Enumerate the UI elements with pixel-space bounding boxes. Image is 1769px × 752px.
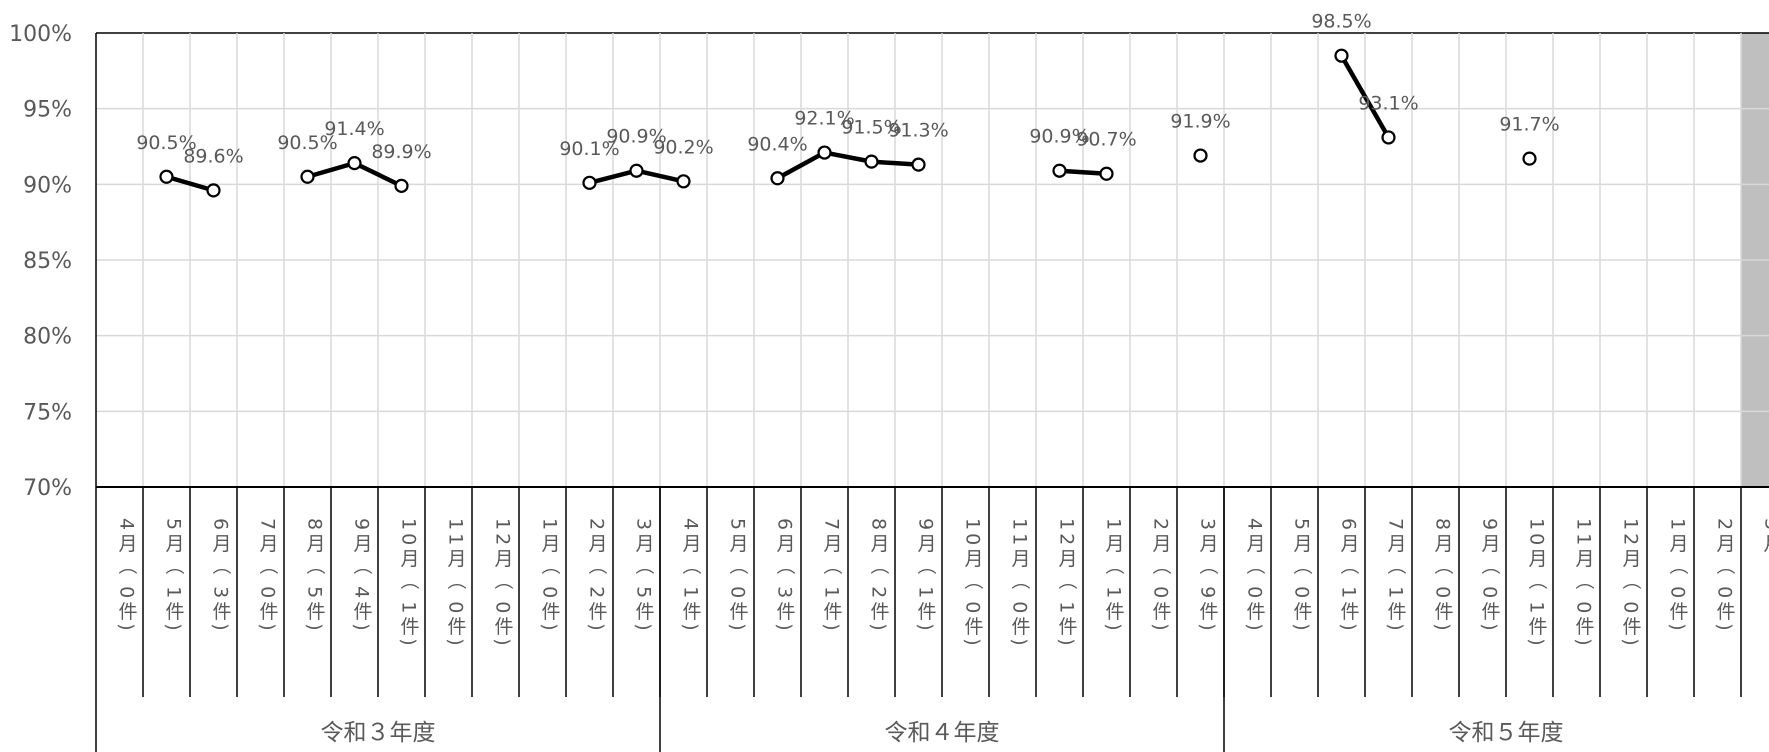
data-point: [629, 163, 644, 178]
category-label: 11月（ 0件): [1009, 518, 1031, 649]
data-label: 90.1%: [559, 138, 619, 160]
data-point: [1193, 148, 1208, 163]
data-point: [582, 175, 597, 190]
category-label: 4月（ 0件): [116, 518, 138, 634]
category-label: 4月（ 0件): [1244, 518, 1266, 634]
data-label: 90.2%: [653, 136, 713, 158]
data-point: [347, 156, 362, 171]
category-label: 1月（ 0件): [539, 518, 561, 634]
category-label: 9月（ 4件): [351, 518, 373, 634]
category-label: 2月（ 0件): [1714, 518, 1736, 634]
category-label: 2月（ 0件): [1150, 518, 1172, 634]
group-label: 令和４年度: [885, 720, 1000, 746]
category-label: 8月（ 5件): [304, 518, 326, 634]
data-point: [159, 169, 174, 184]
data-point: [300, 169, 315, 184]
y-tick-label: 85%: [23, 249, 72, 274]
data-point: [864, 154, 879, 169]
data-label: 92.1%: [794, 108, 854, 130]
y-tick-label: 80%: [23, 325, 72, 350]
category-label: 7月（ 1件): [1385, 518, 1407, 634]
data-point: [1052, 163, 1067, 178]
category-label: 11月（ 0件): [445, 518, 467, 649]
category-label: 5月（ 0件): [727, 518, 749, 634]
data-label: 91.7%: [1499, 114, 1559, 136]
category-label: 11月（ 0件): [1573, 518, 1595, 649]
data-label: 98.5%: [1311, 11, 1371, 33]
category-label: 5月（ 1件): [163, 518, 185, 634]
data-label: 91.5%: [841, 117, 901, 139]
category-label: 6月（ 3件): [210, 518, 232, 634]
category-label: 6月（ 1件): [1338, 518, 1360, 634]
data-label: 90.5%: [136, 132, 196, 154]
category-label: 8月（ 0件): [1432, 518, 1454, 634]
data-label: 90.7%: [1076, 129, 1136, 151]
y-tick-label: 70%: [23, 476, 72, 501]
y-tick-label: 100%: [9, 22, 72, 47]
group-label: 令和３年度: [321, 720, 436, 746]
data-label: 93.1%: [1358, 92, 1418, 114]
category-label: 2月（ 2件): [586, 518, 608, 634]
data-label: 90.9%: [606, 126, 666, 148]
category-label: 4月（ 1件): [680, 518, 702, 634]
data-point: [1522, 151, 1537, 166]
data-label: 89.6%: [183, 145, 243, 167]
series-line-segment: [1057, 168, 1109, 176]
data-label: 91.9%: [1170, 111, 1230, 133]
y-tick-label: 95%: [23, 98, 72, 123]
data-point: [206, 183, 221, 198]
data-label: 90.9%: [1029, 126, 1089, 148]
series-line-segment: [587, 168, 639, 186]
series-line-segment: [305, 160, 357, 180]
category-label: 6月（ 3件): [774, 518, 796, 634]
category-label: 9月（ 0件): [1479, 518, 1501, 634]
category-label: 12月（ 0件): [1620, 518, 1642, 649]
series-line-segment: [822, 150, 874, 164]
data-label: 90.4%: [747, 133, 807, 155]
data-point: [1099, 166, 1114, 181]
data-point: [1334, 48, 1349, 63]
category-label: 1月（ 0件): [1667, 518, 1689, 634]
category-label: 3月（ 5件): [633, 518, 655, 634]
category-label: 3月（ 9件): [1197, 518, 1219, 634]
series-line-segment: [869, 159, 921, 167]
category-label: 9月（ 1件): [915, 518, 937, 634]
category-label: 8月（ 2件): [868, 518, 890, 634]
data-label: 91.4%: [324, 118, 384, 140]
data-label: 90.5%: [277, 132, 337, 154]
data-point: [911, 157, 926, 172]
category-label: 12月（ 0件): [492, 518, 514, 649]
y-tick-label: 90%: [23, 173, 72, 198]
data-point: [1381, 130, 1396, 145]
category-label: 5月（ 0件): [1291, 518, 1313, 634]
series-line-segment: [352, 160, 404, 189]
y-tick-label: 75%: [23, 400, 72, 425]
category-label: 1月（ 1件): [1103, 518, 1125, 634]
category-label: 10月（ 0件): [962, 518, 984, 649]
series-line-segment: [775, 150, 827, 181]
group-label: 令和５年度: [1449, 720, 1564, 746]
data-point: [676, 174, 691, 189]
series-line-segment: [1339, 53, 1391, 140]
series-line-segment: [634, 168, 686, 184]
category-label: 7月（ 1件): [821, 518, 843, 634]
data-point: [394, 178, 409, 193]
data-label: 89.9%: [371, 141, 431, 163]
category-label: 12月（ 1件): [1056, 518, 1078, 649]
category-label: 3月: [1761, 518, 1769, 555]
category-label: 10月（ 1件): [1526, 518, 1548, 649]
series-line-segment: [164, 174, 216, 193]
data-point: [770, 171, 785, 186]
data-label: 91.3%: [888, 120, 948, 142]
category-label: 10月（ 1件): [398, 518, 420, 649]
data-point: [817, 145, 832, 160]
category-label: 7月（ 0件): [257, 518, 279, 634]
